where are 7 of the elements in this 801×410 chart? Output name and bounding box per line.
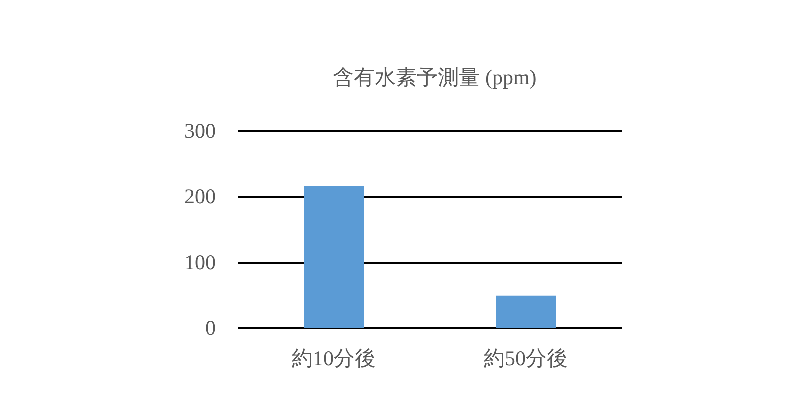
x-tick-label: 約50分後 [484,346,568,370]
y-tick-label: 300 [184,119,216,143]
chart-title: 含有水素予測量 (ppm) [333,66,537,90]
y-tick-label: 200 [184,184,216,209]
x-tick-label: 約10分後 [292,346,376,370]
y-tick-label: 100 [184,250,216,274]
y-tick-label: 0 [206,316,216,340]
